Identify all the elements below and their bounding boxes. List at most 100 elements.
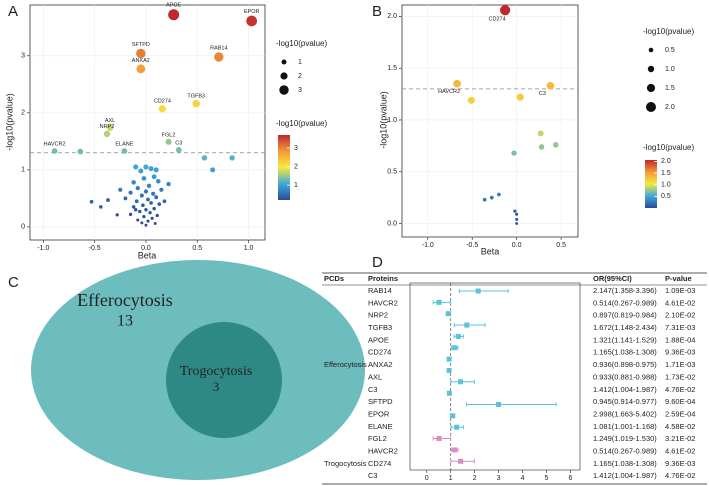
- point-label: ELANE: [115, 142, 133, 148]
- point-label: EPOR: [244, 9, 260, 15]
- point: [77, 148, 84, 155]
- point: [136, 218, 140, 222]
- point: [157, 202, 162, 206]
- point: [144, 223, 148, 227]
- point-label: SFTPD: [132, 42, 150, 48]
- legend-label: 1.0: [665, 66, 675, 73]
- point: [496, 192, 501, 197]
- point: [99, 205, 103, 209]
- or-point: [475, 288, 481, 294]
- point: [546, 81, 555, 90]
- point: [154, 195, 159, 200]
- or-ci: 0.514(0.267-0.989): [593, 298, 657, 307]
- point: [115, 213, 119, 217]
- point: [158, 105, 167, 113]
- point: [246, 15, 258, 27]
- point-label: APOE: [166, 3, 182, 9]
- point-label: C3: [175, 140, 182, 146]
- point: [103, 130, 111, 138]
- or-point: [446, 390, 452, 396]
- set-count: 13: [117, 313, 133, 330]
- protein-name: HAVCR2: [368, 447, 398, 456]
- x-tick-label: -1.0: [37, 245, 49, 252]
- protein-name: TGFB3: [368, 323, 392, 332]
- or-ci: 0.936(0.898-0.975): [593, 360, 657, 369]
- legend-size-dot: [646, 102, 656, 112]
- protein-name: HAVCR2: [368, 298, 398, 307]
- point: [153, 167, 159, 173]
- point: [121, 148, 128, 154]
- point: [134, 199, 139, 204]
- or-ci: 0.514(0.267-0.989): [593, 447, 657, 456]
- column-header: OR(95%CI): [593, 274, 632, 283]
- plot-frame: [29, 4, 266, 241]
- point: [214, 52, 224, 62]
- or-point: [446, 367, 452, 373]
- legend-label: 1.0: [661, 182, 671, 189]
- p-value: 7.31E-03: [665, 323, 695, 332]
- group-label: Trogocytosis: [324, 459, 366, 468]
- point: [192, 99, 201, 108]
- protein-name: C3: [368, 471, 378, 480]
- or-point: [464, 322, 470, 328]
- legend-label: 2.0: [665, 104, 675, 111]
- y-tick-label: 2: [21, 110, 25, 117]
- legend-size-dot: [648, 47, 654, 53]
- p-value: 9.36E-03: [665, 459, 695, 468]
- point: [148, 166, 154, 172]
- y-tick-label: 3: [21, 53, 25, 60]
- point: [136, 64, 146, 74]
- y-tick-label: 1: [21, 167, 25, 174]
- x-tick-label: 4: [521, 475, 525, 482]
- protein-name: FGL2: [368, 434, 387, 443]
- point: [148, 210, 152, 215]
- or-ci: 2.147(1.358-3.396): [593, 286, 657, 295]
- p-value: 4.61E-02: [665, 298, 695, 307]
- or-point: [436, 436, 442, 442]
- legend-size-dot: [279, 85, 289, 95]
- point: [150, 216, 154, 220]
- point: [201, 155, 208, 161]
- or-ci: 1.081(1.001-1.168): [593, 422, 657, 431]
- or-point: [452, 345, 458, 351]
- x-tick-label: 0.5: [556, 242, 566, 249]
- p-value: 3.21E-02: [665, 434, 695, 443]
- protein-name: APOE: [368, 335, 389, 344]
- set-count: 3: [213, 379, 220, 394]
- or-point: [450, 413, 456, 419]
- legend-label: 3: [298, 87, 302, 94]
- x-tick-label: 6: [568, 475, 572, 482]
- column-header: Proteins: [368, 274, 398, 283]
- point: [106, 124, 114, 131]
- point: [142, 215, 146, 219]
- point: [151, 174, 157, 180]
- point: [149, 201, 153, 205]
- panel-label: B: [372, 3, 382, 20]
- protein-name: NRP2: [368, 311, 388, 320]
- panel-label: D: [372, 254, 383, 271]
- column-header: P-value: [665, 274, 692, 283]
- y-tick-label: 0: [21, 224, 25, 231]
- point-label: FGL2: [162, 132, 176, 138]
- point-label: TGFB3: [187, 93, 205, 99]
- point: [467, 96, 475, 104]
- x-tick-label: 0: [425, 475, 429, 482]
- y-tick-label: 1.5: [387, 65, 397, 72]
- point: [128, 212, 133, 216]
- point: [146, 183, 152, 189]
- protein-name: EPOR: [368, 409, 390, 418]
- p-value: 2.59E-04: [665, 409, 695, 418]
- set-name: Trogocytosis: [180, 364, 253, 379]
- or-point: [496, 402, 502, 407]
- x-axis-title: Beta: [481, 246, 500, 256]
- x-tick-label: 3: [497, 475, 501, 482]
- x-tick-label: 0.0: [141, 245, 151, 252]
- point: [135, 185, 140, 191]
- point: [165, 138, 172, 145]
- point: [144, 208, 148, 212]
- point: [151, 191, 156, 196]
- legend-size-dot: [280, 72, 288, 80]
- legend-title: -log10(pvalue): [643, 27, 694, 36]
- point: [159, 187, 164, 192]
